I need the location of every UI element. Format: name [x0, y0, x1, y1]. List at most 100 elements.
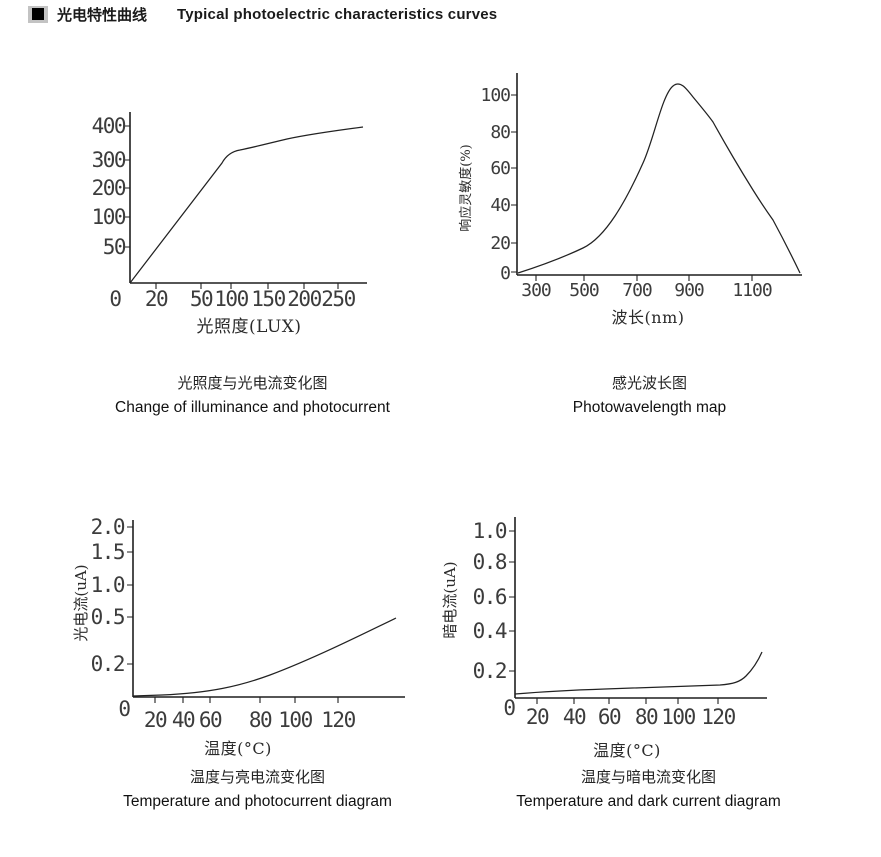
y-tick-label: 300	[92, 148, 126, 172]
x-axis-title: 温度(°C)	[204, 739, 272, 758]
y-tick-label: 0.2	[473, 659, 506, 683]
x-tick-label: 300	[521, 280, 551, 301]
y-tick-label: 400	[92, 114, 126, 138]
caption-en: Temperature and photocurrent diagram	[123, 793, 392, 810]
caption-en: Photowavelength map	[572, 399, 727, 416]
y-tick-label: 100	[92, 205, 126, 229]
x-tick-label: 100	[278, 708, 312, 732]
x-tick-labels: 0 20 40 60 80 100 120	[503, 696, 737, 729]
y-tick-label: 0.4	[473, 619, 507, 643]
x-axis-title: 波长(nm)	[612, 308, 685, 327]
y-tick-label: 0	[500, 263, 510, 284]
y-tick-label: 40	[490, 195, 510, 216]
chart-canvas: 1.0 0.8 0.6 0.4 0.2 0 20 40 60 80 100 12…	[441, 517, 767, 760]
x-tick-label: 700	[622, 280, 652, 301]
x-tick-label: 0	[118, 697, 130, 721]
x-tick-label: 0	[109, 287, 121, 311]
curve	[129, 126, 364, 284]
chart-caption: 感光波长图 Photowavelength map	[482, 372, 817, 419]
x-tick-label: 100	[214, 287, 248, 311]
y-tick-label: 1.5	[91, 540, 124, 564]
section-header: 光电特性曲线 Typical photoelectric characteris…	[28, 3, 497, 25]
x-axis-ticks	[536, 698, 719, 704]
x-tick-label: 40	[172, 708, 195, 732]
caption-en: Change of illuminance and photocurrent	[115, 399, 390, 416]
chart-caption: 温度与亮电流变化图 Temperature and photocurrent d…	[90, 766, 425, 813]
y-axis-title: 光电流(uA)	[72, 564, 90, 641]
section-title-en: Typical photoelectric characteristics cu…	[177, 5, 498, 23]
x-axis-ticks	[535, 275, 753, 281]
y-tick-label: 1.0	[91, 573, 125, 597]
y-axis-title: 响应灵敏度(%)	[458, 144, 474, 232]
x-tick-label: 40	[563, 705, 586, 729]
black-square-icon	[32, 8, 44, 20]
y-tick-label: 2.0	[91, 515, 125, 539]
x-axis-title: 光照度(LUX)	[196, 317, 301, 337]
section-title-zh: 光电特性曲线	[57, 6, 148, 24]
chart-illuminance-photocurrent: 400 300 200 100 50 0 20 50 100 150 200 2…	[85, 105, 385, 345]
x-tick-labels: 0 20 50 100 150 200 250	[109, 287, 357, 311]
y-tick-label: 0.2	[91, 652, 124, 676]
y-tick-labels: 400 300 200 100 50	[92, 114, 128, 259]
x-tick-labels: 0 20 40 60 80 100 120	[118, 697, 357, 732]
y-tick-label: 0.6	[473, 585, 507, 609]
chart-canvas: 2.0 1.5 1.0 0.5 0.2 0 20 40 60 80 100 12…	[72, 515, 405, 758]
y-tick-labels: 2.0 1.5 1.0 0.5 0.2	[91, 515, 127, 676]
x-tick-label: 0	[503, 696, 515, 720]
caption-zh: 感光波长图	[611, 374, 687, 392]
y-axis-title: 暗电流(uA)	[441, 561, 459, 638]
x-tick-label: 20	[145, 287, 168, 311]
caption-zh: 温度与暗电流变化图	[580, 768, 716, 786]
x-tick-label: 80	[249, 708, 272, 732]
chart-temperature-dark-current: 1.0 0.8 0.6 0.4 0.2 0 20 40 60 80 100 12…	[435, 505, 780, 765]
x-axis-title: 温度(°C)	[593, 741, 661, 760]
x-tick-label: 100	[661, 705, 695, 729]
y-tick-label: 60	[490, 158, 510, 179]
chart-spectral-response: 100 80 60 40 20 0 300 500 700 900 1100 波…	[440, 60, 835, 335]
x-tick-label: 20	[144, 708, 167, 732]
x-tick-label: 80	[635, 705, 658, 729]
y-tick-labels: 100 80 60 40 20 0	[480, 85, 511, 284]
y-axis-ticks	[123, 125, 130, 248]
chart-canvas: 100 80 60 40 20 0 300 500 700 900 1100 波…	[458, 73, 802, 327]
x-axis-ticks	[154, 697, 339, 703]
x-tick-label: 150	[251, 287, 285, 311]
x-tick-label: 500	[569, 280, 599, 301]
x-tick-label: 250	[321, 287, 355, 311]
y-tick-label: 50	[103, 235, 126, 259]
chart-canvas: 400 300 200 100 50 0 20 50 100 150 200 2…	[92, 112, 367, 337]
y-axis-ticks	[509, 530, 515, 672]
y-tick-labels: 1.0 0.8 0.6 0.4 0.2	[473, 519, 509, 683]
x-tick-label: 200	[287, 287, 321, 311]
y-tick-label: 200	[92, 176, 126, 200]
chart-caption: 光照度与光电流变化图 Change of illuminance and pho…	[85, 372, 420, 419]
y-tick-label: 80	[490, 122, 510, 143]
y-tick-label: 1.0	[473, 519, 507, 543]
x-tick-label: 120	[701, 705, 735, 729]
y-tick-label: 100	[480, 85, 510, 106]
section-bullet-highlight	[28, 5, 48, 23]
chart-caption: 温度与暗电流变化图 Temperature and dark current d…	[481, 766, 816, 813]
y-axis-ticks	[511, 94, 517, 273]
x-tick-labels: 300 500 700 900 1100	[521, 280, 773, 301]
x-tick-label: 60	[598, 705, 621, 729]
x-tick-label: 900	[674, 280, 704, 301]
y-tick-label: 0.8	[473, 550, 507, 574]
x-tick-label: 60	[199, 708, 222, 732]
y-tick-label: 0.5	[91, 605, 124, 629]
x-tick-label: 20	[526, 705, 549, 729]
x-tick-label: 1100	[732, 280, 772, 301]
x-axis-ticks	[155, 283, 339, 289]
caption-zh: 温度与亮电流变化图	[189, 768, 325, 786]
curve	[514, 651, 763, 695]
curve	[132, 617, 397, 697]
x-tick-label: 50	[190, 287, 213, 311]
caption-zh: 光照度与光电流变化图	[177, 374, 328, 392]
x-tick-label: 120	[321, 708, 355, 732]
y-tick-label: 20	[490, 233, 510, 254]
chart-temperature-photocurrent: 2.0 1.5 1.0 0.5 0.2 0 20 40 60 80 100 12…	[60, 505, 410, 765]
curve	[517, 83, 801, 274]
y-axis-ticks	[127, 526, 133, 665]
caption-en: Temperature and dark current diagram	[516, 793, 781, 810]
